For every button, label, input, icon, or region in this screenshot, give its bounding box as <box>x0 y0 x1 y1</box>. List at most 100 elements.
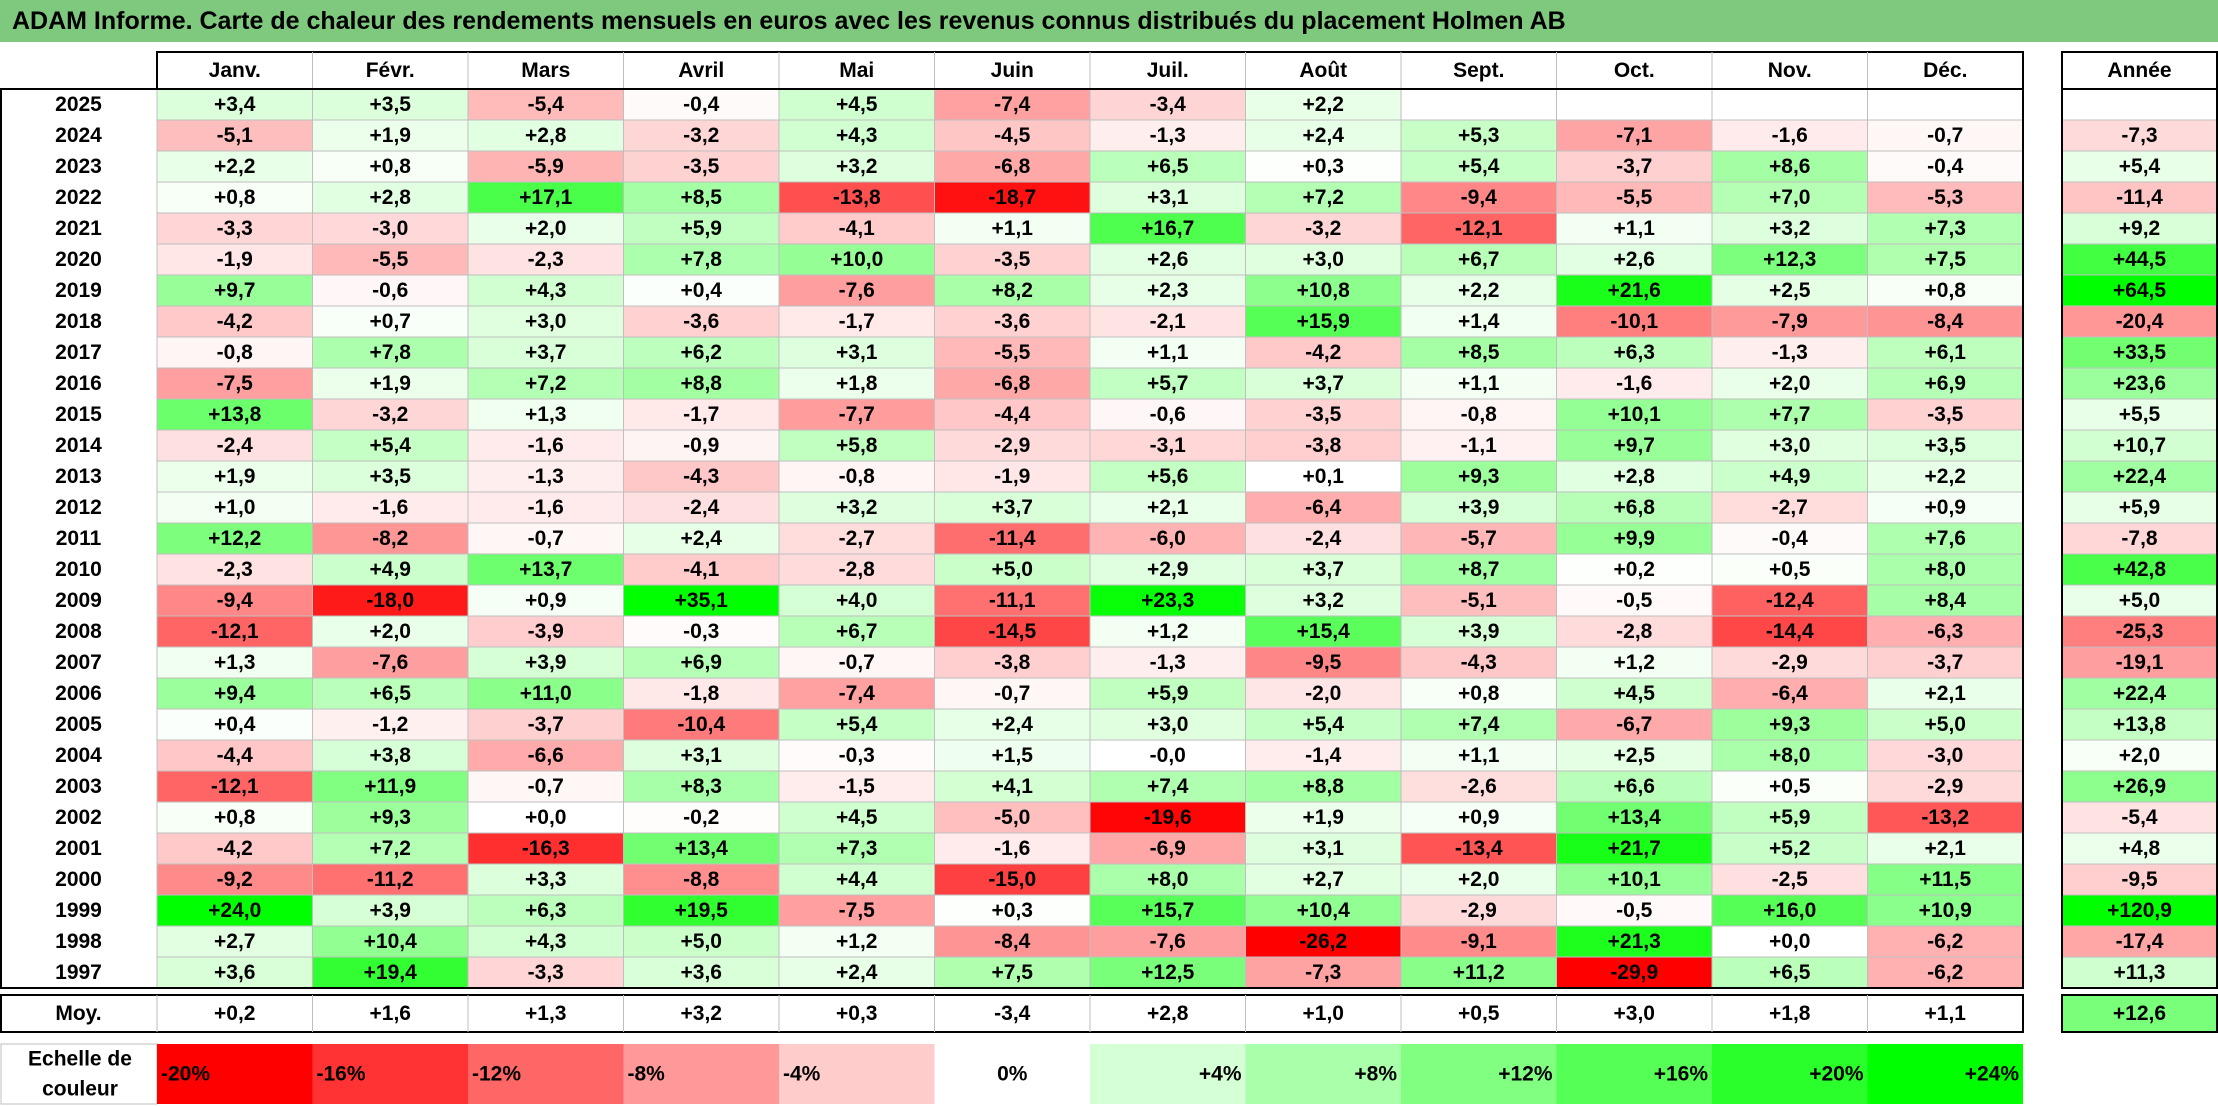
scale-step-label: -20% <box>161 1063 210 1086</box>
heat-cell <box>156 522 313 555</box>
cell-value: -6,8 <box>994 155 1031 178</box>
cell-value: +8,5 <box>1458 341 1500 364</box>
heat-cell <box>1245 460 1402 493</box>
cell-value: -0,7 <box>1927 124 1963 147</box>
cell-value: +1,1 <box>1458 744 1500 767</box>
cell-value: +2,0 <box>370 620 411 643</box>
page-title: ADAM Informe. Carte de chaleur des rende… <box>12 7 1566 35</box>
heat-cell <box>156 181 313 214</box>
heat-cell <box>1089 677 1246 710</box>
heat-cell <box>156 925 313 958</box>
year-label-2005: 2005 <box>55 713 102 736</box>
cell-value: -7,4 <box>994 93 1031 116</box>
heat-cell <box>1711 832 1868 865</box>
heat-cell <box>623 367 780 400</box>
cell-value: +10,1 <box>1608 403 1661 426</box>
cell-value: -5,0 <box>994 806 1030 829</box>
scale-label-line1: Echelle de <box>28 1048 132 1071</box>
cell-value: +0,8 <box>1925 279 1967 302</box>
cell-value: -0,7 <box>839 651 875 674</box>
heat-cell <box>467 367 624 400</box>
cell-value: -2,5 <box>1772 868 1809 891</box>
heat-cell <box>156 615 313 648</box>
cell-value: +4,5 <box>836 806 878 829</box>
cell-value: -2,0 <box>1305 682 1341 705</box>
heat-cell <box>778 956 935 989</box>
annual-header-frame <box>2061 51 2218 90</box>
scale-step-label: +4% <box>1199 1063 1242 1086</box>
annual-value: +120,9 <box>2107 899 2172 922</box>
heat-cell <box>312 894 469 927</box>
cell-value: +1,1 <box>1147 341 1189 364</box>
month-header-10: Nov. <box>1768 59 1812 82</box>
cell-value: +3,7 <box>1303 558 1344 581</box>
annual-value: +2,0 <box>2119 744 2160 767</box>
year-label-2015: 2015 <box>55 403 102 426</box>
cell-value: -2,9 <box>994 434 1030 457</box>
cell-value: +5,4 <box>370 434 412 457</box>
annual-value: +5,4 <box>2119 155 2161 178</box>
cell-value: +0,9 <box>525 589 566 612</box>
heat-cell <box>778 646 935 679</box>
heat-cell <box>312 243 469 276</box>
cell-value: +1,3 <box>214 651 255 674</box>
heat-cell <box>934 863 1091 896</box>
cell-value: -0,4 <box>1772 527 1809 550</box>
cell-value: -2,9 <box>1461 899 1497 922</box>
year-label-2020: 2020 <box>55 248 102 271</box>
cell-value: -4,2 <box>1305 341 1341 364</box>
month-header-0: Janv. <box>209 59 261 82</box>
cell-value: -5,3 <box>1927 186 1963 209</box>
heat-cell <box>1867 181 2024 214</box>
annual-value: +33,5 <box>2113 341 2166 364</box>
cell-value: +1,3 <box>525 403 566 426</box>
cell-value: +0,3 <box>1303 155 1344 178</box>
cell-value: +1,1 <box>992 217 1034 240</box>
average-annual-cell <box>2061 994 2218 1033</box>
heat-cell <box>778 491 935 524</box>
cell-value: +4,9 <box>1769 465 1810 488</box>
heat-cell <box>467 460 624 493</box>
cell-value: +6,2 <box>681 341 722 364</box>
heat-cell <box>156 398 313 431</box>
cell-value: +13,4 <box>1608 806 1661 829</box>
heat-cell <box>312 832 469 865</box>
heat-cell <box>1089 305 1246 338</box>
cell-value: -4,1 <box>683 558 720 581</box>
heat-cell <box>467 398 624 431</box>
cell-value: -2,4 <box>1305 527 1342 550</box>
heat-cell <box>934 646 1091 679</box>
annual-cell <box>2061 460 2218 493</box>
year-label-2016: 2016 <box>55 372 102 395</box>
cell-value: +10,4 <box>364 930 417 953</box>
cell-value: -7,5 <box>839 899 876 922</box>
heat-cell <box>1867 305 2024 338</box>
cell-value: +10,1 <box>1608 868 1661 891</box>
cell-value: +2,1 <box>1925 837 1967 860</box>
heat-cell <box>778 522 935 555</box>
heat-cell <box>1867 274 2024 307</box>
heat-cell <box>312 522 469 555</box>
cell-value: -3,4 <box>1150 93 1187 116</box>
month-header-4: Mai <box>839 59 874 82</box>
heat-cell <box>623 832 780 865</box>
heat-cell <box>1711 522 1868 555</box>
cell-value: +35,1 <box>675 589 728 612</box>
annual-cell <box>2061 398 2218 431</box>
cell-value: -15,0 <box>988 868 1036 891</box>
heat-cell <box>1245 770 1402 803</box>
cell-value: +5,3 <box>1458 124 1499 147</box>
cell-value: -3,9 <box>528 620 564 643</box>
cell-value: +5,4 <box>836 713 878 736</box>
heat-cell <box>623 491 780 524</box>
heat-cell <box>1556 336 1713 369</box>
heat-cell <box>1245 243 1402 276</box>
cell-value: -2,6 <box>1461 775 1497 798</box>
heat-cell <box>1400 243 1557 276</box>
heat-cell <box>1245 398 1402 431</box>
annual-cell <box>2061 956 2218 989</box>
cell-value: +1,9 <box>1303 806 1344 829</box>
cell-value: +0,4 <box>681 279 723 302</box>
cell-value: -1,6 <box>994 837 1030 860</box>
heat-cell <box>312 739 469 772</box>
